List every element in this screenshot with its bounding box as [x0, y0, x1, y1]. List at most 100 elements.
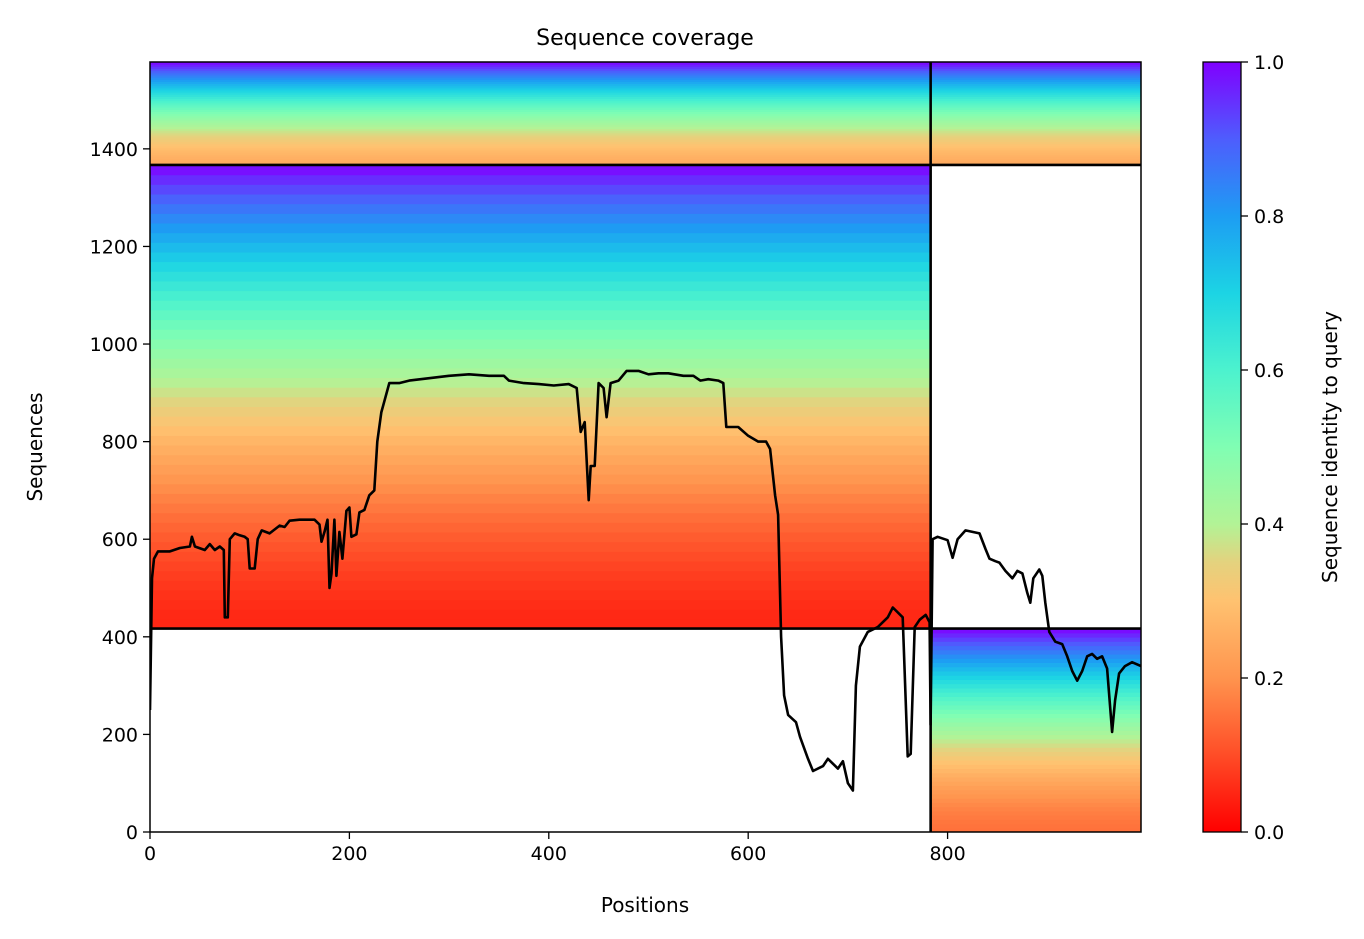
heatmap-band [150, 618, 931, 630]
heatmap-band [150, 79, 931, 82]
heatmap-band [930, 70, 1141, 74]
heatmap-band [150, 251, 931, 263]
heatmap-band [150, 560, 931, 572]
heatmap-band [930, 92, 1141, 95]
heatmap-band [930, 141, 1141, 145]
heatmap-band [150, 152, 931, 155]
heatmap-band [150, 94, 931, 97]
colorbar-tick-label: 0.6 [1254, 360, 1284, 382]
heatmap-band [930, 776, 1141, 782]
heatmap-band [930, 100, 1141, 104]
heatmap-band [150, 87, 931, 91]
heatmap-band [150, 109, 931, 112]
coverage-heatmap [150, 62, 1141, 832]
colorbar-tick-label: 0.4 [1254, 514, 1284, 536]
colorbar-tick-label: 1.0 [1254, 52, 1284, 74]
heatmap-band [930, 85, 1141, 89]
heatmap-band [930, 111, 1141, 115]
x-tick-label: 800 [929, 843, 965, 865]
heatmap-band [930, 143, 1141, 147]
heatmap-band [150, 483, 931, 494]
y-tick-label: 800 [102, 432, 138, 454]
heatmap-band [150, 119, 931, 123]
heatmap-band [150, 377, 931, 388]
heatmap-band [930, 751, 1141, 757]
heatmap-band [930, 107, 1141, 110]
heatmap-band [150, 445, 931, 456]
heatmap-band [150, 580, 931, 591]
heatmap-band [930, 119, 1141, 123]
heatmap-band [150, 329, 931, 340]
heatmap-band [930, 653, 1141, 659]
heatmap-band [930, 149, 1141, 153]
heatmap-band [150, 145, 931, 149]
heatmap-band [150, 502, 931, 514]
y-axis-label: Sequences [23, 392, 47, 501]
heatmap-band [930, 72, 1141, 76]
heatmap-band [150, 174, 931, 185]
heatmap-band [930, 649, 1141, 655]
heatmap-band [930, 113, 1141, 117]
heatmap-band [930, 134, 1141, 138]
heatmap-band [930, 785, 1141, 791]
heatmap-band [150, 435, 931, 446]
heatmap-band [150, 493, 931, 504]
heatmap-band [930, 755, 1141, 761]
heatmap-band [150, 98, 931, 102]
heatmap-band [930, 692, 1141, 697]
heatmap-band [930, 675, 1141, 680]
heatmap-band [930, 670, 1141, 676]
heatmap-band [150, 589, 931, 601]
coverage-block-4 [930, 628, 1141, 832]
heatmap-band [930, 645, 1141, 651]
heatmap-band [930, 132, 1141, 136]
heatmap-band [150, 522, 931, 533]
heatmap-band [150, 139, 931, 142]
heatmap-band [150, 348, 931, 359]
heatmap-band [150, 570, 931, 581]
heatmap-band [150, 464, 931, 475]
heatmap-band [930, 636, 1141, 642]
heatmap-band [930, 66, 1141, 70]
heatmap-band [930, 77, 1141, 80]
heatmap-band [150, 474, 931, 485]
heatmap-band [930, 789, 1141, 795]
heatmap-band [150, 156, 931, 160]
heatmap-band [150, 149, 931, 153]
x-axis-ticks: 0 200 400 600 800 [144, 832, 966, 865]
heatmap-band [150, 232, 931, 243]
y-tick-label: 1000 [90, 334, 138, 356]
heatmap-band [930, 738, 1141, 744]
heatmap-band [930, 124, 1141, 127]
heatmap-band [150, 147, 931, 151]
heatmap-band [930, 115, 1141, 119]
colorbar-tick-label: 0.0 [1254, 822, 1284, 844]
heatmap-band [150, 512, 931, 523]
heatmap-band [150, 358, 931, 369]
heatmap-band [930, 823, 1141, 829]
heatmap-band [150, 290, 931, 301]
heatmap-band [930, 700, 1141, 706]
heatmap-band [930, 89, 1141, 93]
heatmap-band [930, 160, 1141, 164]
colorbar-tick-label: 0.2 [1254, 668, 1284, 690]
x-axis-label: Positions [601, 893, 689, 917]
heatmap-band [150, 425, 931, 436]
heatmap-band [930, 139, 1141, 142]
heatmap-band [930, 781, 1141, 786]
x-tick-label: 600 [730, 843, 766, 865]
heatmap-band [150, 66, 931, 70]
heatmap-band [150, 126, 931, 130]
heatmap-band [150, 122, 931, 125]
y-tick-label: 400 [102, 627, 138, 649]
heatmap-band [150, 193, 931, 205]
heatmap-band [930, 158, 1141, 162]
heatmap-band [150, 137, 931, 140]
heatmap-band [150, 89, 931, 93]
heatmap-band [150, 102, 931, 106]
heatmap-band [930, 768, 1141, 774]
heatmap-band [150, 77, 931, 80]
heatmap-band [930, 64, 1141, 67]
heatmap-band [150, 609, 931, 620]
coverage-line [150, 369, 1141, 792]
